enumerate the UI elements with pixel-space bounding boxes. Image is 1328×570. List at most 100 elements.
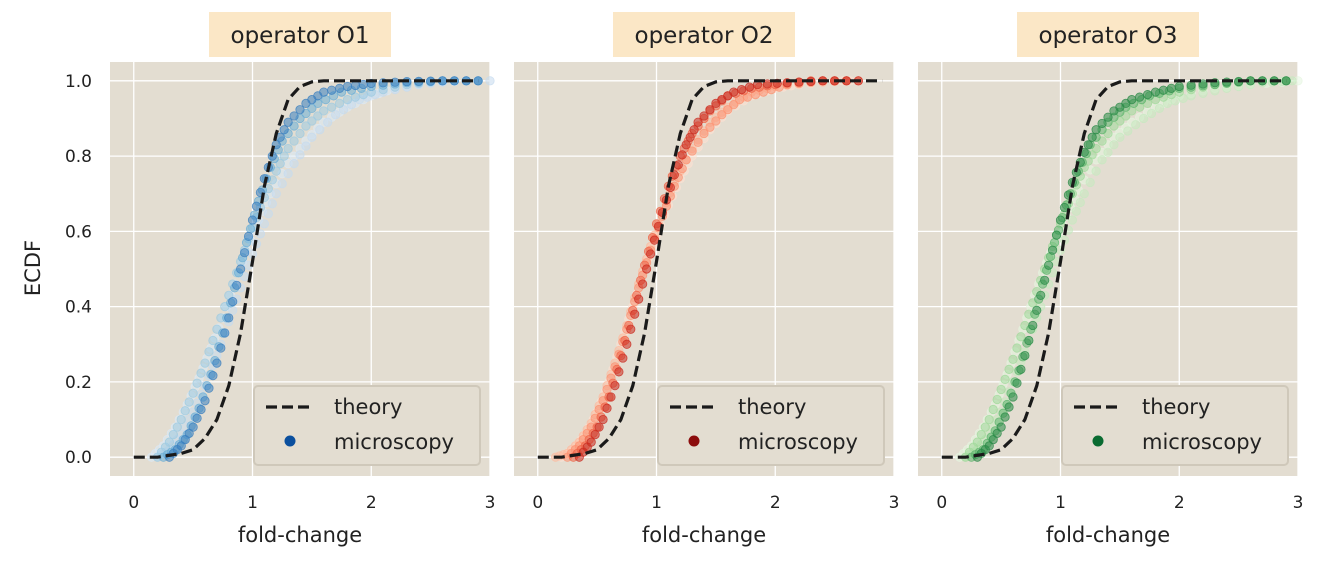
- microscopy-point: [196, 368, 206, 378]
- microscopy-point: [618, 353, 628, 363]
- microscopy-point: [485, 76, 495, 86]
- microscopy-point: [295, 105, 305, 115]
- microscopy-point: [1004, 402, 1014, 412]
- microscopy-point: [729, 87, 739, 97]
- microscopy-point: [699, 128, 709, 139]
- theory-line: [941, 79, 1287, 459]
- microscopy-point: [1103, 112, 1113, 122]
- microscopy-point: [602, 403, 612, 413]
- x-tick-label: 3: [485, 493, 496, 513]
- microscopy-point: [232, 280, 242, 290]
- microscopy-point: [642, 264, 652, 274]
- microscopy-point: [327, 85, 337, 95]
- microscopy-point: [228, 305, 238, 315]
- legend: theory microscopy: [657, 385, 885, 466]
- y-tick-label: 0.4: [65, 298, 92, 318]
- x-tick-label: 2: [770, 493, 781, 513]
- microscopy-point: [626, 324, 636, 334]
- microscopy-point: [247, 215, 258, 225]
- microscopy-point: [1049, 238, 1060, 248]
- microscopy-point: [331, 110, 341, 120]
- y-tick-label: 0.8: [65, 147, 92, 167]
- microscopy-point: [319, 87, 329, 97]
- y-tick-label: 1.0: [65, 72, 92, 92]
- microscopy-point: [1024, 335, 1034, 346]
- microscopy-point: [1008, 354, 1018, 364]
- microscopy-point: [473, 76, 483, 86]
- microscopy-point: [729, 100, 739, 110]
- microscopy-point: [196, 404, 206, 415]
- microscopy-point: [705, 122, 715, 132]
- panel-1: 0 1 2 3 0.0 0.2 0.4 0.6 0.8 1.0 fold-change operato…: [65, 12, 495, 547]
- microscopy-point: [267, 199, 277, 209]
- microscopy-point: [1087, 132, 1097, 142]
- microscopy-point: [1036, 290, 1046, 300]
- microscopy-point: [259, 219, 269, 229]
- microscopy-point: [313, 111, 323, 121]
- microscopy-point: [1047, 245, 1058, 255]
- microscopy-point: [1051, 230, 1062, 240]
- microscopy-point: [1020, 350, 1030, 361]
- microscopy-point: [1055, 215, 1066, 225]
- panel-title: operator O2: [635, 23, 774, 49]
- y-tick-label: 0.2: [65, 373, 92, 393]
- microscopy-point: [988, 404, 998, 415]
- microscopy-point: [1016, 332, 1026, 342]
- microscopy-point: [350, 80, 361, 91]
- legend-theory-label: theory: [334, 395, 402, 419]
- legend-theory-label: theory: [738, 395, 806, 419]
- microscopy-point: [1004, 364, 1014, 374]
- microscopy-point: [1008, 392, 1018, 402]
- microscopy-point: [1091, 166, 1101, 176]
- microscopy-point: [693, 137, 703, 147]
- microscopy-point: [168, 429, 178, 440]
- microscopy-point: [996, 422, 1006, 432]
- microscopy-point: [1016, 364, 1026, 374]
- microscopy-point: [188, 422, 198, 432]
- microscopy-point: [204, 347, 214, 357]
- microscopy-point: [1012, 343, 1022, 353]
- microscopy-point: [180, 406, 190, 416]
- microscopy-point: [972, 437, 982, 447]
- microscopy-point: [279, 125, 289, 135]
- microscopy-point: [342, 81, 353, 92]
- microscopy-point: [327, 102, 337, 112]
- microscopy-point: [610, 381, 620, 391]
- microscopy-point: [1091, 125, 1101, 135]
- microscopy-point: [208, 335, 218, 346]
- microscopy-point: [1281, 76, 1291, 86]
- x-tick-label: 1: [651, 493, 662, 513]
- panel-2: 0 1 2 3 fold-change operator O2 theory microsco…: [514, 12, 899, 547]
- microscopy-point: [271, 189, 281, 199]
- microscopy-point: [1174, 81, 1184, 92]
- microscopy-point: [1040, 275, 1050, 285]
- microscopy-point: [204, 383, 214, 393]
- microscopy-point: [277, 179, 287, 189]
- panel-3: 0 1 2 3 fold-change operator O3 theory microsco…: [918, 12, 1303, 547]
- microscopy-point: [239, 248, 250, 258]
- microscopy-point: [1079, 189, 1089, 199]
- microscopy-point: [980, 422, 990, 432]
- microscopy-point: [693, 117, 703, 127]
- microscopy-point: [976, 429, 986, 440]
- title-box: [1017, 12, 1199, 57]
- title-box: [613, 12, 795, 57]
- y-tick-label: 0.6: [65, 222, 92, 242]
- microscopy-point: [200, 396, 210, 406]
- microscopy-point: [243, 231, 254, 241]
- microscopy-point: [590, 429, 600, 440]
- microscopy-point: [606, 392, 616, 402]
- microscopy-point: [677, 150, 687, 160]
- microscopy-point: [723, 105, 733, 115]
- microscopy-point: [614, 367, 624, 377]
- x-tick-label: 0: [532, 493, 543, 513]
- microscopy-point: [200, 358, 210, 368]
- microscopy-point: [1059, 202, 1070, 213]
- microscopy-point: [744, 82, 755, 92]
- microscopy-point: [283, 143, 293, 154]
- microscopy-point: [669, 170, 679, 180]
- x-axis-label: fold-change: [1046, 523, 1170, 547]
- panels: 0 1 2 3 0.0 0.2 0.4 0.6 0.8 1.0 fold-change operato…: [65, 12, 1303, 547]
- x-tick-label: 0: [128, 493, 139, 513]
- microscopy-point: [289, 111, 299, 121]
